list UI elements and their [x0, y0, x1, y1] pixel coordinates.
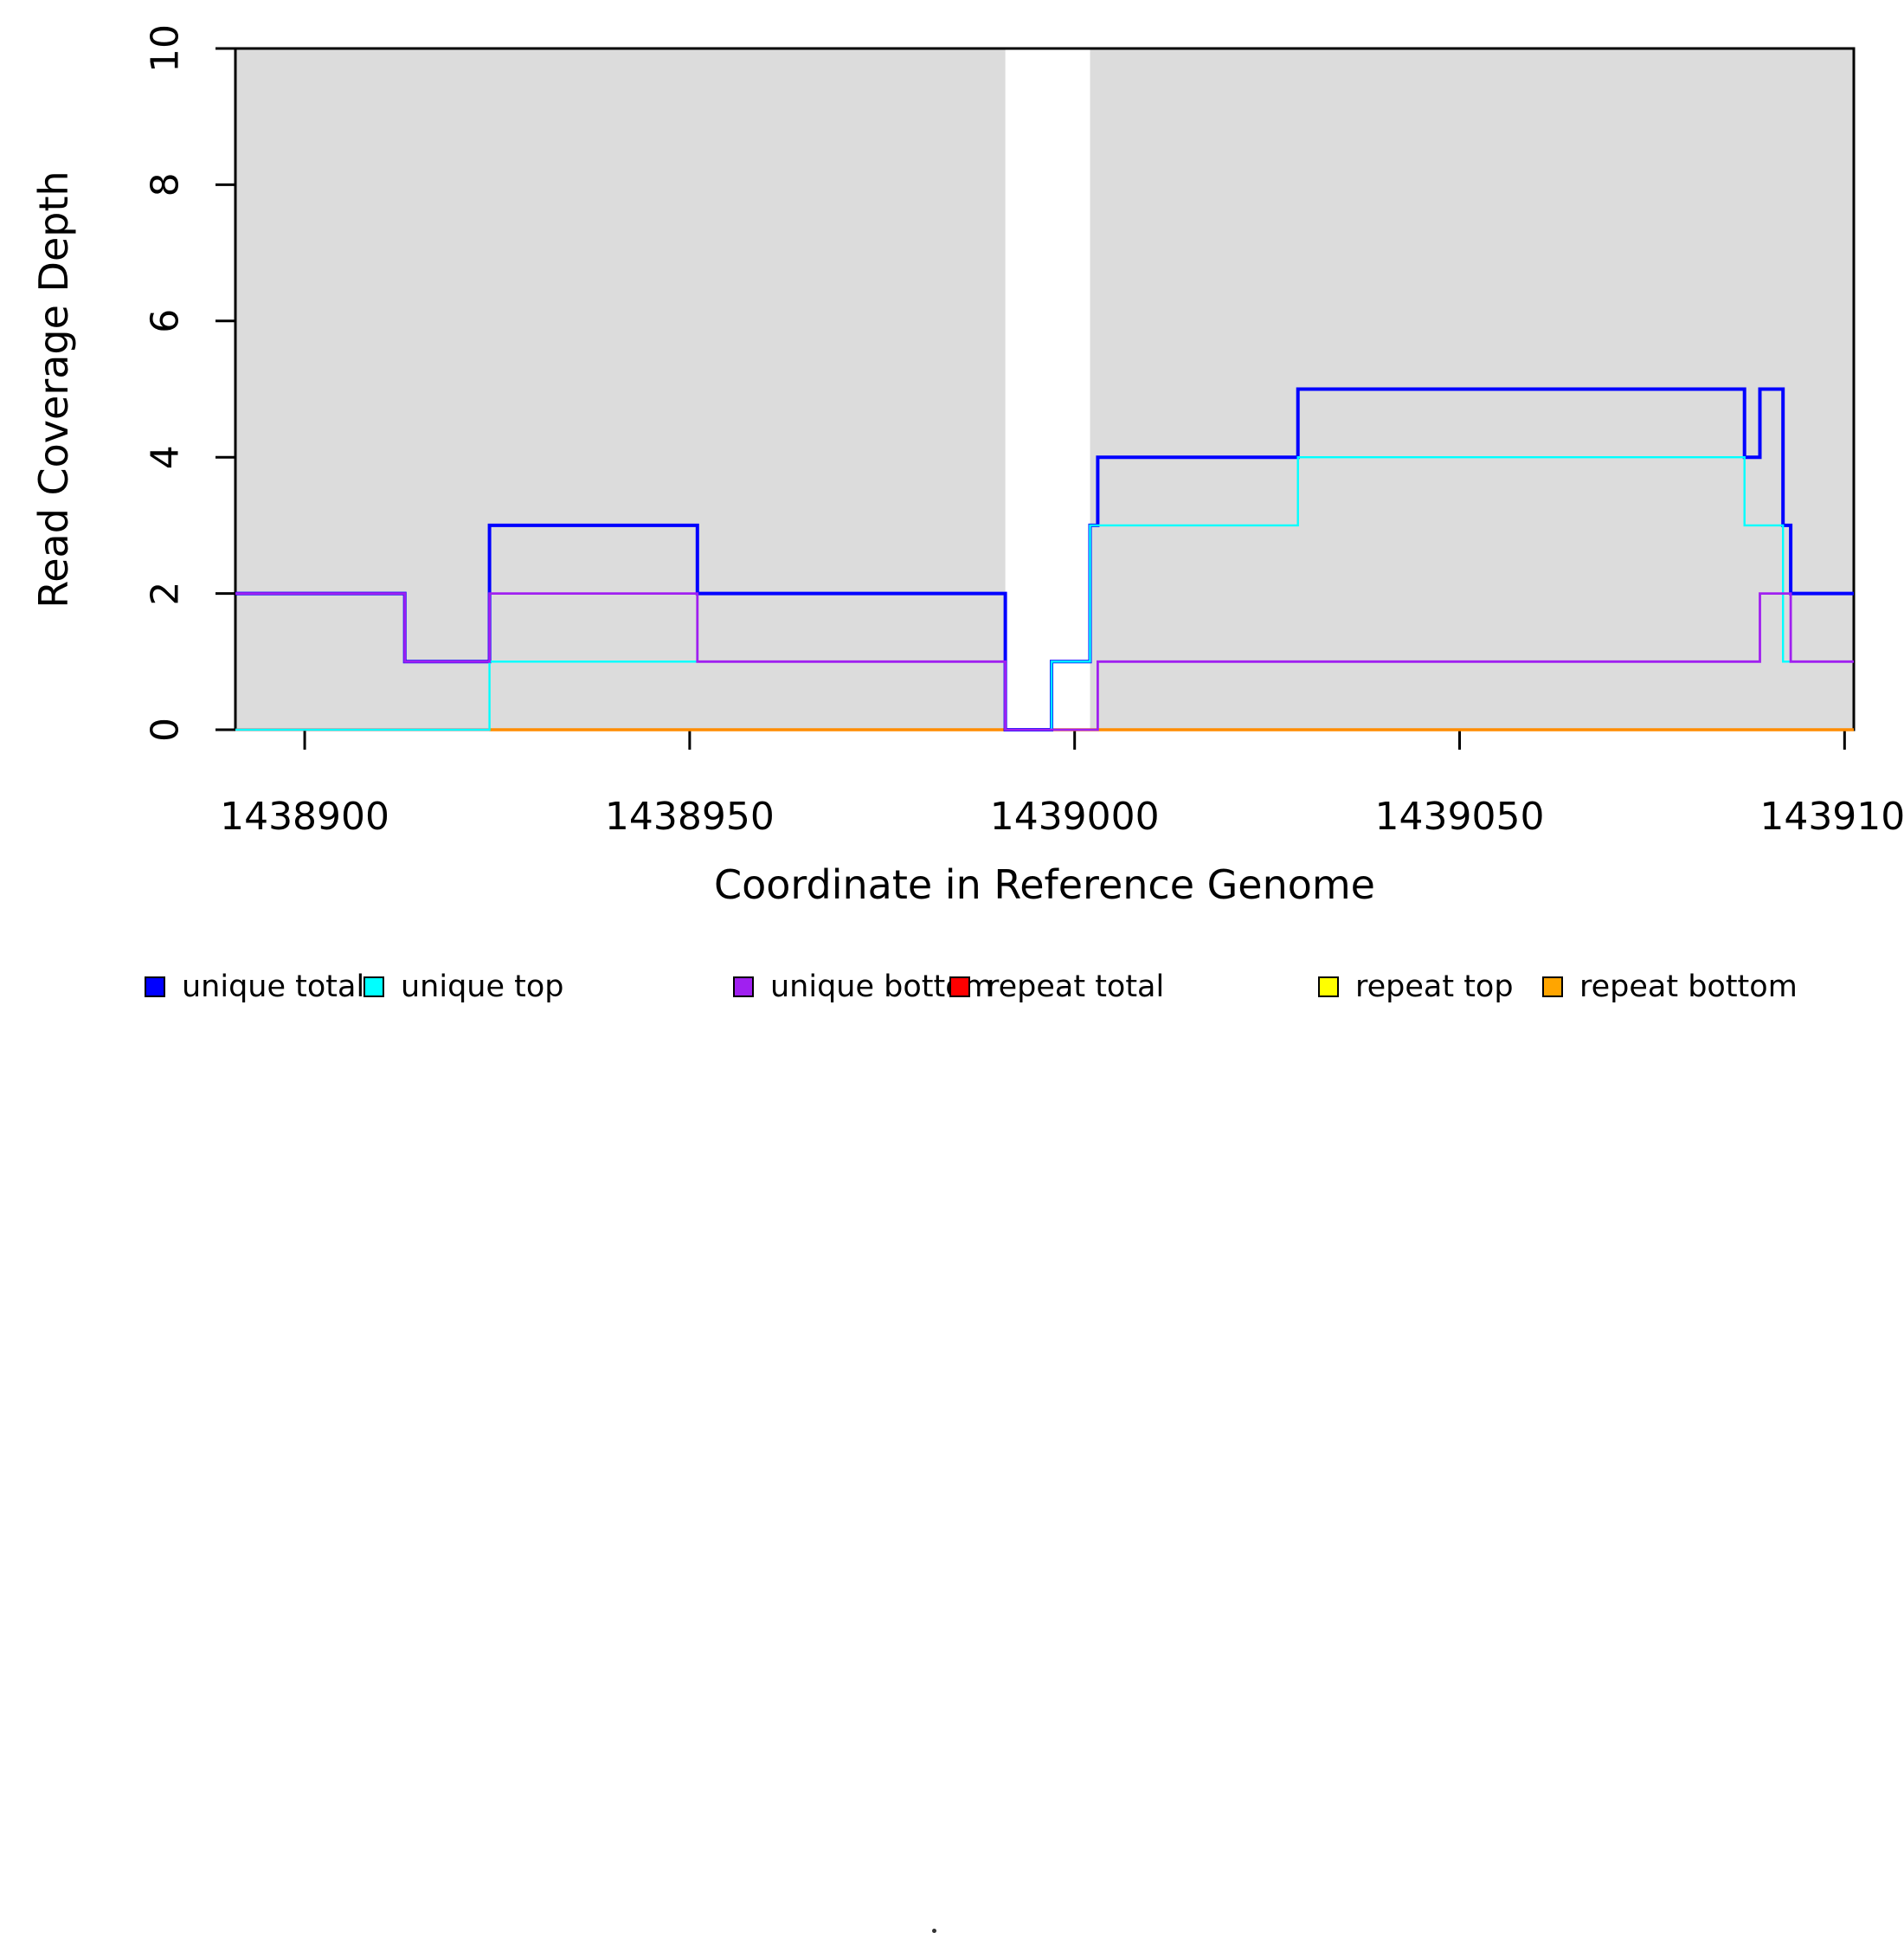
legend-label: repeat total	[987, 970, 1165, 1004]
y-tick-label: 10	[144, 24, 188, 73]
legend-label: repeat bottom	[1579, 970, 1798, 1004]
y-tick-label: 0	[144, 718, 188, 742]
legend-item-unique-total: unique total	[145, 970, 364, 1004]
x-tick-label: 1438950	[605, 795, 775, 839]
repeat-total-swatch-icon	[949, 976, 970, 997]
unique-bottom-swatch-icon	[733, 976, 754, 997]
stray-dot	[932, 1929, 936, 1933]
y-tick-label: 4	[144, 445, 188, 469]
y-tick-label: 8	[144, 172, 188, 197]
legend-item-repeat-bottom: repeat bottom	[1542, 970, 1798, 1004]
legend-item-repeat-top: repeat top	[1318, 970, 1514, 1004]
x-tick-label: 1439000	[990, 795, 1160, 839]
x-axis-title: Coordinate in Reference Genome	[714, 861, 1375, 908]
repeat-top-swatch-icon	[1318, 976, 1339, 997]
legend-label: unique total	[182, 970, 365, 1004]
y-axis-title: Read Coverage Depth	[30, 171, 77, 609]
x-tick-label: 1438900	[220, 795, 389, 839]
legend-label: repeat top	[1355, 970, 1514, 1004]
y-tick-label: 6	[144, 309, 188, 333]
x-tick-label: 1439050	[1375, 795, 1545, 839]
unique-total-swatch-icon	[145, 976, 165, 997]
y-tick-label: 2	[144, 582, 188, 606]
repeat-bottom-swatch-icon	[1542, 976, 1563, 997]
legend-label: unique top	[401, 970, 564, 1004]
shaded-region	[235, 48, 1006, 730]
legend-item-repeat-total: repeat total	[949, 970, 1164, 1004]
legend: unique total unique top unique bottom re…	[0, 963, 1904, 1933]
unique-top-swatch-icon	[363, 976, 384, 997]
legend-item-unique-top: unique top	[363, 970, 564, 1004]
series-line-unique-bottom	[235, 592, 1854, 731]
